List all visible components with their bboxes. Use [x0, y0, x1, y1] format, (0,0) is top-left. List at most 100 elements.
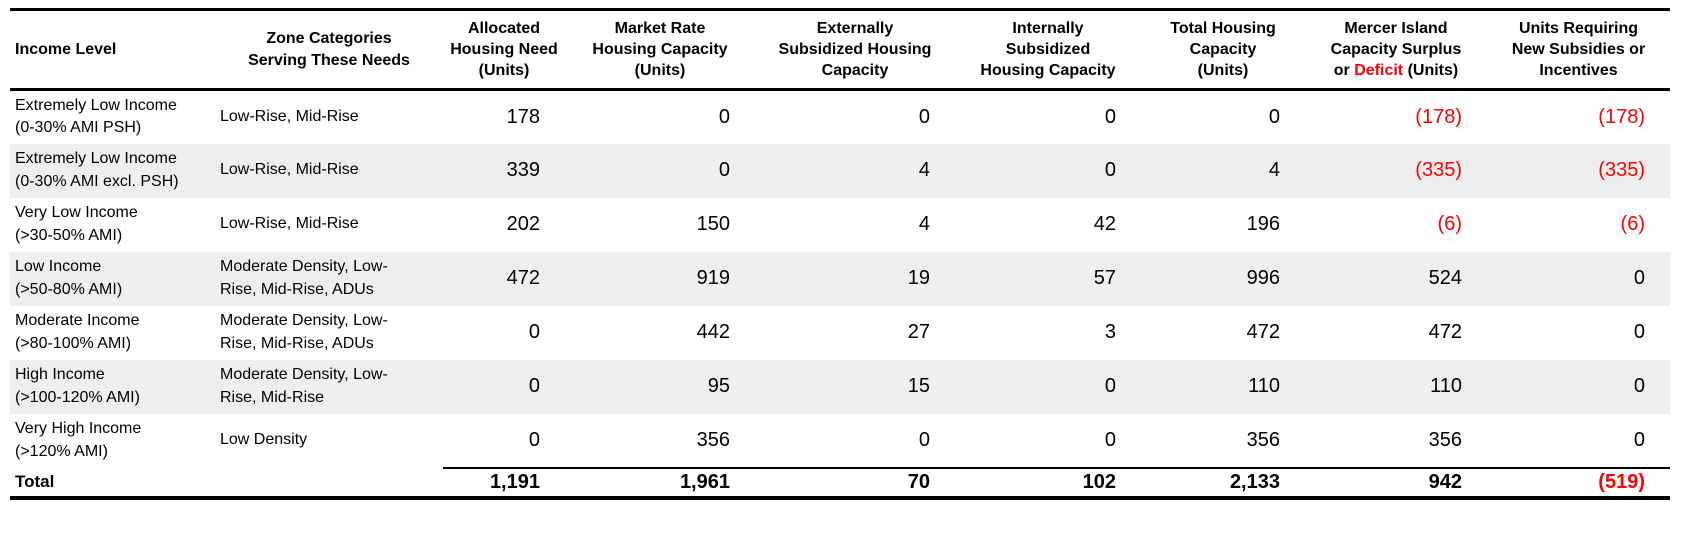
zone-categories-line2: Rise, Mid-Rise, ADUs	[220, 280, 374, 298]
units-requiring-value: (335)	[1598, 159, 1645, 181]
allocated-need-value: 202	[506, 213, 540, 235]
zone-categories-cell: Moderate Density, Low- Rise, Mid-Rise, A…	[215, 306, 443, 360]
externally-subsidized-total: 70	[755, 466, 955, 500]
internally-subsidized-value: 42	[1093, 213, 1116, 235]
externally-subsidized-value: 4	[918, 159, 930, 181]
total-capacity-value: 4	[1268, 159, 1280, 181]
market-rate-value: 919	[696, 267, 730, 289]
zone-categories-cell: Low-Rise, Mid-Rise	[215, 90, 443, 144]
surplus-deficit-value: 356	[1428, 428, 1462, 451]
header-internally-subsidized: Internally Subsidized Housing Capacity	[955, 8, 1141, 91]
income-level-line2: (0-30% AMI PSH)	[15, 119, 142, 137]
zone-categories-cell: Moderate Density, Low- Rise, Mid-Rise	[215, 360, 443, 414]
units-requiring-total: (519)	[1487, 466, 1670, 500]
zone-categories-line1: Low Density	[220, 431, 308, 449]
allocated-need-value: 339	[506, 159, 540, 181]
header-allocated-need: Allocated Housing Need (Units)	[443, 8, 565, 91]
allocated-need-value: 0	[528, 428, 540, 451]
income-level-line2: (>100-120% AMI)	[15, 388, 140, 406]
header-text: Capacity	[821, 62, 889, 80]
income-level-line1: Very High Income	[15, 419, 142, 437]
market-rate-value: 356	[696, 428, 730, 451]
header-market-rate: Market Rate Housing Capacity (Units)	[565, 8, 755, 91]
table-header: Income Level Zone Categories Serving The…	[10, 8, 1670, 91]
header-text: Externally	[816, 19, 894, 37]
market-rate-value: 95	[707, 375, 730, 397]
total-capacity-total: 2,133	[1141, 466, 1305, 500]
allocated-need-value: 0	[528, 321, 540, 343]
surplus-deficit-value: 472	[1428, 321, 1462, 343]
zone-categories-line1: Low-Rise, Mid-Rise	[220, 161, 359, 179]
income-level-line2: (0-30% AMI excl. PSH)	[15, 172, 179, 190]
header-text: Mercer Island	[1344, 19, 1448, 37]
header-text: Subsidized	[1005, 40, 1091, 58]
zone-categories-cell: Low-Rise, Mid-Rise	[215, 144, 443, 198]
header-text: Allocated	[467, 19, 540, 37]
table-row: High Income (>100-120% AMI) Moderate Den…	[10, 359, 1670, 414]
zone-categories-cell: Low-Rise, Mid-Rise	[215, 198, 443, 252]
income-level-cell: Moderate Income (>80-100% AMI)	[10, 306, 215, 360]
header-income-level: Income Level	[10, 8, 215, 91]
table-row: Very Low Income (>30-50% AMI) Low-Rise, …	[10, 198, 1670, 252]
surplus-deficit-value: 110	[1430, 375, 1462, 397]
header-text: (Units)	[1197, 62, 1249, 80]
header-text: Serving These Needs	[248, 51, 410, 69]
internally-subsidized-value: 0	[1104, 375, 1116, 397]
income-level-line1: High Income	[15, 365, 105, 383]
surplus-deficit-value: (6)	[1437, 213, 1462, 235]
zone-categories-line2: Rise, Mid-Rise	[220, 388, 325, 406]
income-level-line1: Low Income	[15, 257, 102, 275]
total-label: Total	[10, 467, 215, 500]
header-text: Housing Capacity	[980, 62, 1116, 80]
allocated-need-value: 0	[528, 375, 540, 397]
header-text: Subsidized Housing	[778, 40, 932, 58]
total-empty-cell	[215, 467, 443, 500]
market-rate-value: 150	[696, 213, 730, 235]
internally-subsidized-total: 102	[955, 466, 1141, 500]
zone-categories-line1: Moderate Density, Low-	[220, 365, 388, 383]
units-requiring-value: 0	[1633, 375, 1645, 397]
deficit-label: Deficit	[1354, 62, 1404, 80]
header-text: (Units)	[634, 62, 686, 80]
header-text: Capacity	[1189, 40, 1257, 58]
table-row: Extremely Low Income (0-30% AMI excl. PS…	[10, 143, 1670, 198]
income-level-line1: Moderate Income	[15, 311, 140, 329]
income-level-cell: High Income (>100-120% AMI)	[10, 360, 215, 414]
externally-subsidized-value: 19	[907, 267, 930, 289]
zone-categories-cell: Moderate Density, Low- Rise, Mid-Rise, A…	[215, 252, 443, 306]
header-text: Units Requiring	[1518, 19, 1639, 37]
market-rate-value: 442	[696, 321, 730, 343]
income-level-line2: (>80-100% AMI)	[15, 334, 132, 352]
header-text: Incentives	[1539, 62, 1618, 80]
allocated-need-value: 178	[506, 105, 540, 128]
market-rate-value: 0	[718, 159, 730, 181]
allocated-need-value: 472	[506, 267, 540, 289]
income-level-line1: Very Low Income	[15, 203, 138, 221]
header-text: (Units)	[478, 62, 530, 80]
surplus-deficit-total: 942	[1305, 466, 1487, 500]
income-level-line1: Extremely Low Income	[15, 96, 177, 114]
allocated-need-total: 1,191	[443, 466, 565, 500]
externally-subsidized-value: 0	[918, 105, 930, 128]
internally-subsidized-value: 0	[1104, 428, 1116, 451]
header-text: Zone Categories	[266, 30, 392, 48]
header-row: Income Level Zone Categories Serving The…	[10, 8, 1670, 91]
surplus-deficit-value: (335)	[1415, 159, 1462, 181]
header-text: or Deficit (Units)	[1305, 60, 1487, 81]
internally-subsidized-value: 57	[1093, 267, 1116, 289]
internally-subsidized-value: 3	[1104, 321, 1116, 343]
table-row: Extremely Low Income (0-30% AMI PSH) Low…	[10, 90, 1670, 144]
table-row: Low Income (>50-80% AMI) Moderate Densit…	[10, 251, 1670, 306]
header-externally-subsidized: Externally Subsidized Housing Capacity	[755, 8, 955, 91]
income-level-cell: Low Income (>50-80% AMI)	[10, 252, 215, 306]
externally-subsidized-value: 0	[918, 428, 930, 451]
income-level-cell: Extremely Low Income (0-30% AMI PSH)	[10, 90, 215, 144]
zone-categories-line2: Rise, Mid-Rise, ADUs	[220, 334, 374, 352]
housing-capacity-table: Income Level Zone Categories Serving The…	[10, 8, 1670, 500]
header-text: New Subsidies or	[1511, 40, 1646, 58]
zone-categories-cell: Low Density	[215, 414, 443, 468]
header-text: Market Rate	[614, 19, 706, 37]
internally-subsidized-value: 0	[1104, 105, 1116, 128]
income-level-cell: Extremely Low Income (0-30% AMI excl. PS…	[10, 144, 215, 198]
